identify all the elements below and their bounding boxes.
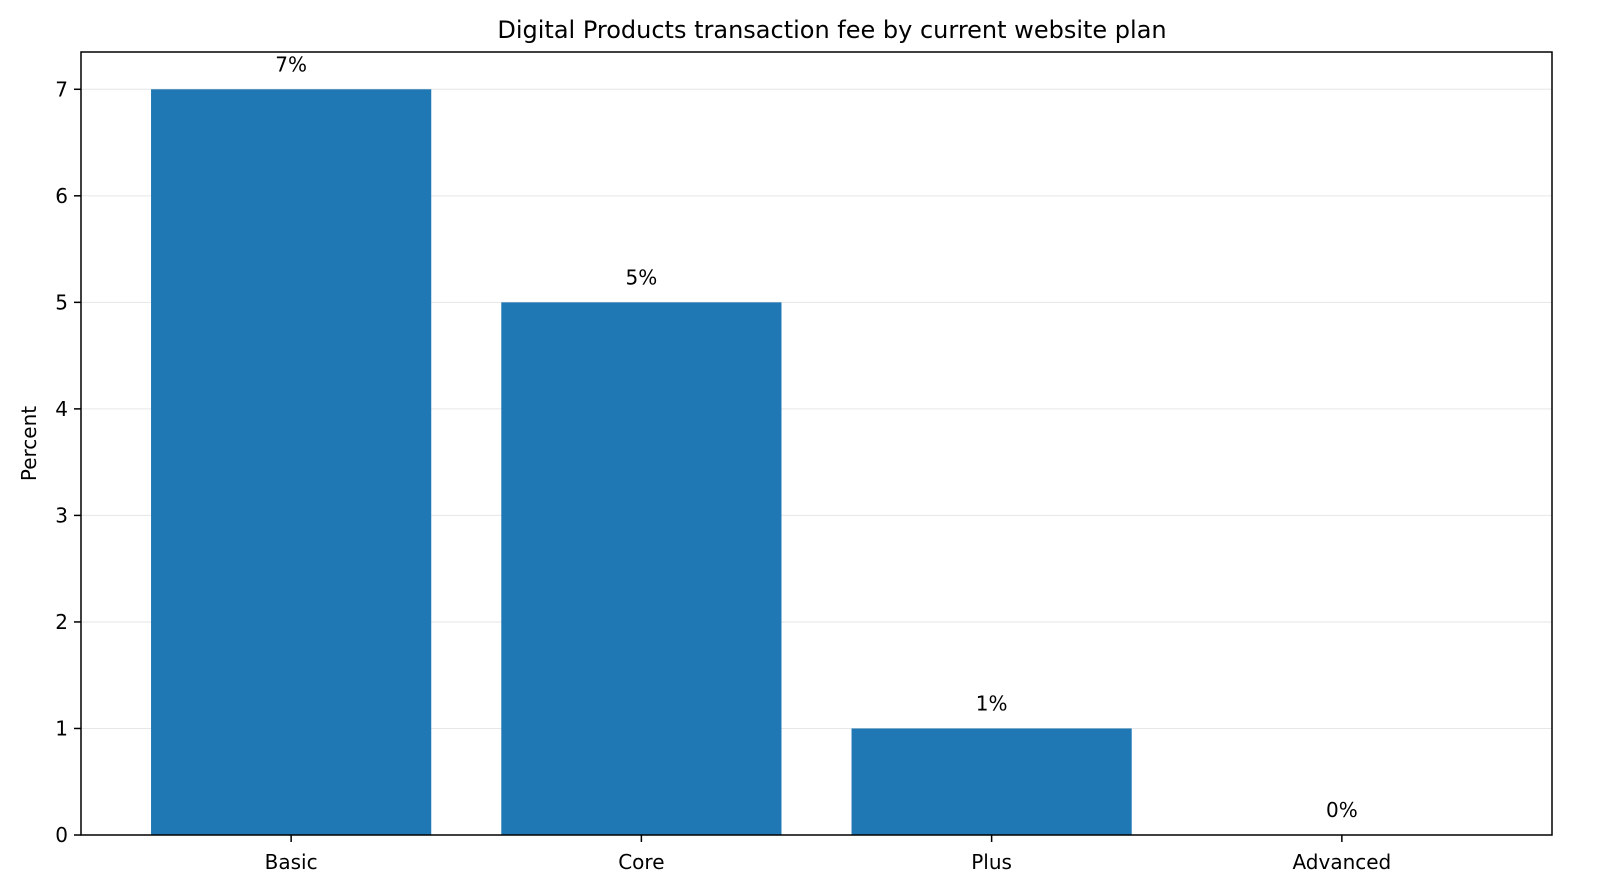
data-label-core: 5% [626,265,658,289]
x-tick-label: Basic [265,850,318,874]
bars [151,89,1132,836]
data-label-basic: 7% [275,52,307,76]
bar-plus [851,728,1132,835]
x-tick-label: Plus [971,850,1012,874]
bar-core [501,302,782,835]
y-tick-label: 6 [55,184,68,208]
plot-frame [80,51,1553,836]
y-tick-label: 5 [55,290,68,314]
bar-basic [151,89,432,836]
x-tick-label: Core [618,850,664,874]
x-tick-label: Advanced [1292,850,1391,874]
y-tick-label: 0 [55,823,68,847]
data-label-plus: 1% [976,691,1008,715]
axes: 0 1 2 3 4 5 6 7 Basic Core Plus Advanced [55,51,1553,874]
chart-title: Digital Products transaction fee by curr… [497,16,1166,44]
data-label-advanced: 0% [1326,798,1358,822]
data-labels: 7% 5% 1% 0% [275,52,1357,822]
y-tick-label: 7 [55,77,68,101]
y-axis-label: Percent [17,406,41,481]
y-tick-label: 3 [55,503,68,527]
y-tick-label: 1 [55,716,68,740]
y-tick-label: 2 [55,610,68,634]
y-tick-label: 4 [55,397,68,421]
